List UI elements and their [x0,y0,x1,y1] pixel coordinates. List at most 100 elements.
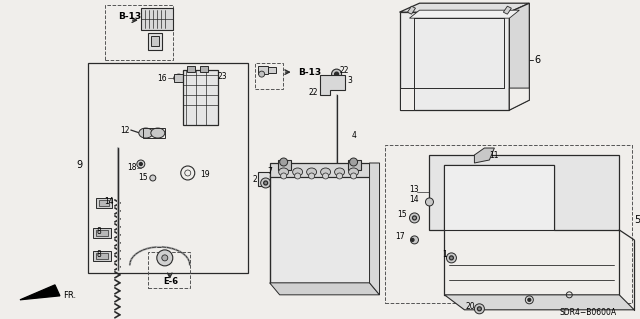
Text: 12: 12 [120,126,130,135]
Polygon shape [429,155,620,230]
Bar [105,5,173,60]
Bar [278,160,291,170]
Bar [258,66,268,74]
Bar [268,67,276,73]
Ellipse shape [139,128,153,138]
Bar [93,251,111,261]
Text: 8: 8 [96,250,101,259]
Bar [151,36,159,46]
Text: 13: 13 [410,185,419,195]
Text: 5: 5 [634,215,640,225]
Circle shape [337,173,342,179]
Text: 2: 2 [253,175,258,184]
Text: 6: 6 [534,55,540,65]
Text: 20: 20 [465,302,475,311]
Circle shape [426,198,433,206]
Polygon shape [319,75,344,95]
Polygon shape [369,163,380,295]
Text: SDR4−B0600A: SDR4−B0600A [559,308,616,317]
Polygon shape [504,6,511,14]
Bar [143,128,164,138]
Circle shape [162,255,168,261]
Text: 1: 1 [442,250,447,259]
Bar [96,230,108,236]
Text: 4: 4 [351,130,356,139]
Polygon shape [399,88,415,110]
Text: B-13: B-13 [298,68,321,77]
Circle shape [294,173,301,179]
Ellipse shape [278,168,289,176]
Bar [187,66,195,72]
Circle shape [413,216,417,220]
Circle shape [140,162,142,166]
Bar [255,63,283,89]
Polygon shape [509,88,529,110]
Bar [444,165,554,230]
Bar [148,252,190,288]
Text: 17: 17 [396,233,405,241]
Bar [148,33,162,50]
Circle shape [447,253,456,263]
Bar [88,63,248,273]
Circle shape [308,173,315,179]
Polygon shape [410,10,519,18]
Circle shape [335,72,339,76]
Circle shape [528,298,531,301]
Ellipse shape [321,168,331,176]
Bar [96,198,112,208]
Text: 15: 15 [138,174,148,182]
Bar [200,66,208,72]
Circle shape [281,173,287,179]
Bar [99,200,109,206]
Text: 7: 7 [268,167,272,176]
Circle shape [137,160,145,168]
Text: 22: 22 [340,66,349,75]
Polygon shape [408,6,415,14]
Circle shape [349,158,358,166]
Ellipse shape [292,168,303,176]
Circle shape [474,304,484,314]
Bar [93,228,111,238]
Circle shape [157,250,173,266]
Circle shape [351,173,356,179]
Text: FR.: FR. [63,291,76,300]
Polygon shape [474,148,494,163]
Text: 14: 14 [104,197,114,206]
Polygon shape [444,295,634,310]
Circle shape [280,158,287,166]
Polygon shape [20,285,60,300]
Circle shape [332,69,342,79]
Bar [385,145,632,303]
Circle shape [411,238,414,241]
Ellipse shape [307,168,317,176]
Text: 19: 19 [200,170,209,180]
Circle shape [477,307,481,311]
Bar [269,163,369,177]
Circle shape [264,181,268,185]
Ellipse shape [174,74,184,82]
Text: 15: 15 [397,211,407,219]
Bar [348,160,360,170]
Bar [258,172,276,186]
Polygon shape [269,283,380,295]
Ellipse shape [151,128,164,138]
Polygon shape [509,3,529,110]
Circle shape [410,213,419,223]
Bar [269,175,369,283]
Ellipse shape [335,168,344,176]
Circle shape [449,256,453,260]
Text: E-6: E-6 [163,277,178,286]
Text: B-13: B-13 [118,12,141,21]
Circle shape [323,173,328,179]
Circle shape [260,178,271,188]
Text: 18: 18 [127,164,137,173]
Text: 14: 14 [410,196,419,204]
Bar [141,8,173,30]
Text: 16: 16 [157,74,167,83]
Text: 9: 9 [77,160,83,170]
Polygon shape [399,3,529,12]
Bar [174,74,184,82]
Bar [96,253,108,259]
Text: 22: 22 [308,88,317,97]
Text: 8: 8 [96,227,101,236]
